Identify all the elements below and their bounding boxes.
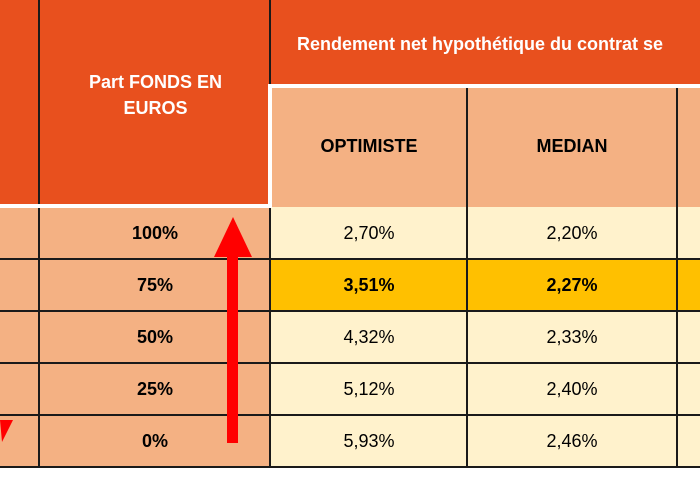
row-left-cell <box>0 311 40 363</box>
scenario-header-next <box>677 86 700 207</box>
scenario-header-median: MEDIAN <box>467 86 677 207</box>
grid-line <box>0 258 700 260</box>
optimiste-cell: 5,93% <box>271 415 467 467</box>
median-cell: 2,40% <box>467 363 677 415</box>
grid-line <box>269 207 271 467</box>
grid-line <box>0 310 700 312</box>
optimiste-cell: 3,51% <box>271 259 467 311</box>
next-scenario-cell <box>677 311 700 363</box>
next-scenario-cell <box>677 415 700 467</box>
rendement-title-band: Rendement net hypothétique du contrat se <box>271 0 700 86</box>
header-separator <box>268 84 272 208</box>
grid-line <box>676 88 678 467</box>
optimiste-cell: 2,70% <box>271 207 467 259</box>
part-fonds-euros-header: Part FONDS EN EUROS <box>40 0 271 207</box>
row-left-cell <box>0 259 40 311</box>
grid-line <box>38 0 40 467</box>
part-fonds-euros-label: Part FONDS EN EUROS <box>88 71 223 118</box>
median-cell: 2,20% <box>467 207 677 259</box>
header-separator <box>0 204 272 208</box>
grid-line <box>0 466 700 468</box>
down-arrow-icon <box>0 420 13 442</box>
scenario-header-optimiste: OPTIMISTE <box>271 86 467 207</box>
rendement-title: Rendement net hypothétique du contrat se <box>297 34 664 54</box>
grid-line <box>0 362 700 364</box>
header-left-fill <box>0 0 40 207</box>
next-scenario-cell <box>677 259 700 311</box>
median-cell: 2,33% <box>467 311 677 363</box>
grid-line <box>0 414 700 416</box>
row-left-cell <box>0 363 40 415</box>
up-arrow-icon <box>214 217 252 443</box>
header-separator <box>268 84 700 88</box>
next-scenario-cell <box>677 363 700 415</box>
optimiste-cell: 5,12% <box>271 363 467 415</box>
grid-line <box>269 0 271 86</box>
next-scenario-cell <box>677 207 700 259</box>
median-cell: 2,27% <box>467 259 677 311</box>
optimiste-cell: 4,32% <box>271 311 467 363</box>
grid-line <box>466 88 468 467</box>
median-cell: 2,46% <box>467 415 677 467</box>
row-left-cell <box>0 207 40 259</box>
